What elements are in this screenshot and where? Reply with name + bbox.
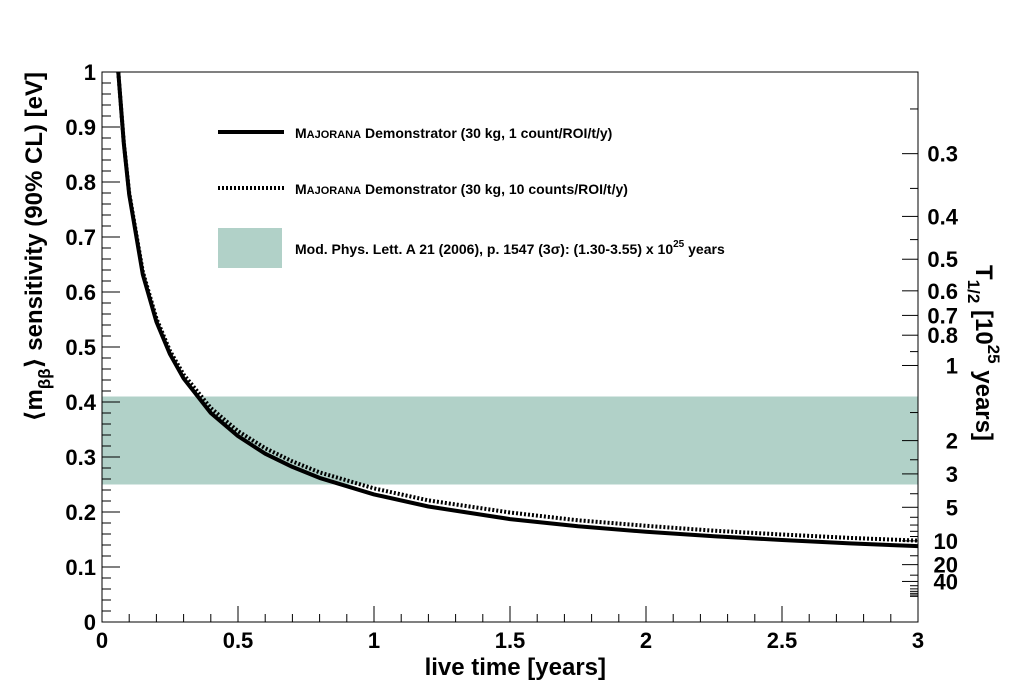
right-axis-label-bracket: [10 [970, 303, 997, 344]
right-tick-label: 10 [934, 529, 958, 554]
right-axis-label-main: T [970, 265, 997, 280]
right-axis-label-subscript: 1/2 [964, 280, 983, 304]
legend-3-suffix: years [684, 241, 725, 257]
right-tick-label: 3 [946, 462, 958, 487]
right-axis-label-superscript: 25 [984, 345, 1003, 364]
y-axis-label-prefix: ⟨m [21, 389, 48, 421]
x-tick-label: 1 [368, 628, 380, 653]
x-tick-label: 2.5 [767, 628, 798, 653]
legend-3-superscript: 25 [673, 239, 685, 250]
x-tick-label: 3 [912, 628, 924, 653]
band [102, 396, 918, 485]
y-tick-label: 0.2 [65, 500, 96, 525]
legend-2-sc-rest: AJORANA [307, 185, 361, 197]
legend-swatch-band [218, 228, 282, 268]
right-tick-label: 0.4 [927, 204, 958, 229]
x-axis: 0 0.5 1 1.5 2 2.5 3 [96, 606, 924, 653]
right-tick-label: 0.6 [927, 279, 958, 304]
legend-1-sc-rest: AJORANA [307, 129, 361, 141]
y-axis-label: ⟨mββ⟩ sensitivity (90% CL) [eV] [21, 72, 54, 421]
y-tick-label: 0.8 [65, 170, 96, 195]
right-tick-label: 2 [946, 429, 958, 454]
x-tick-label: 1.5 [495, 628, 526, 653]
right-axis-label-unit: years] [970, 364, 997, 441]
legend-1-sc-first: M [295, 125, 307, 141]
y-axis-label-suffix: ⟩ sensitivity (90% CL) [eV] [21, 72, 48, 368]
legend-entry-3: Mod. Phys. Lett. A 21 (2006), p. 1547 (3… [295, 239, 725, 257]
right-tick-label: 0.8 [927, 323, 958, 348]
right-tick-label: 1 [946, 353, 958, 378]
y-tick-label: 0.1 [65, 555, 96, 580]
legend-entry-1: MAJORANA Demonstrator (30 kg, 1 count/RO… [295, 125, 612, 141]
y-tick-label: 0.9 [65, 115, 96, 140]
plot-area [102, 71, 919, 549]
right-tick-label: 5 [946, 495, 958, 520]
right-tick-label: 40 [934, 569, 958, 594]
x-tick-label: 0 [96, 628, 108, 653]
x-tick-label: 0.5 [223, 628, 254, 653]
y-tick-label: 0.5 [65, 335, 96, 360]
legend: MAJORANA Demonstrator (30 kg, 1 count/RO… [218, 125, 725, 268]
right-tick-label: 0.5 [927, 247, 958, 272]
y-axis-label-subscript: ββ [35, 368, 54, 389]
y-tick-label: 1 [84, 60, 96, 85]
series-line-2 [116, 71, 919, 543]
legend-entry-2: MAJORANA Demonstrator (30 kg, 10 counts/… [295, 181, 628, 197]
legend-2-text: Demonstrator (30 kg, 10 counts/ROI/t/y) [361, 181, 628, 197]
y-tick-label: 0.6 [65, 280, 96, 305]
x-tick-label: 2 [640, 628, 652, 653]
legend-2-sc-first: M [295, 181, 307, 197]
y-tick-label: 0.4 [65, 390, 96, 415]
x-axis-label: live time [years] [425, 654, 606, 681]
y-tick-label: 0.7 [65, 225, 96, 250]
y-tick-label: 0 [84, 610, 96, 635]
legend-1-text: Demonstrator (30 kg, 1 count/ROI/t/y) [361, 125, 612, 141]
legend-3-text: Mod. Phys. Lett. A 21 (2006), p. 1547 (3… [295, 241, 673, 257]
right-tick-label: 0.3 [927, 142, 958, 167]
y-axis: 0 0.1 0.2 0.3 0.4 0.5 0.6 0.7 0.8 0.9 1 [65, 60, 120, 635]
y-tick-label: 0.3 [65, 445, 96, 470]
right-axis-label: T1/2 [1025 years] [964, 265, 1003, 441]
right-tick-label: 0.7 [927, 303, 958, 328]
right-tick-label: 20 [934, 553, 958, 578]
